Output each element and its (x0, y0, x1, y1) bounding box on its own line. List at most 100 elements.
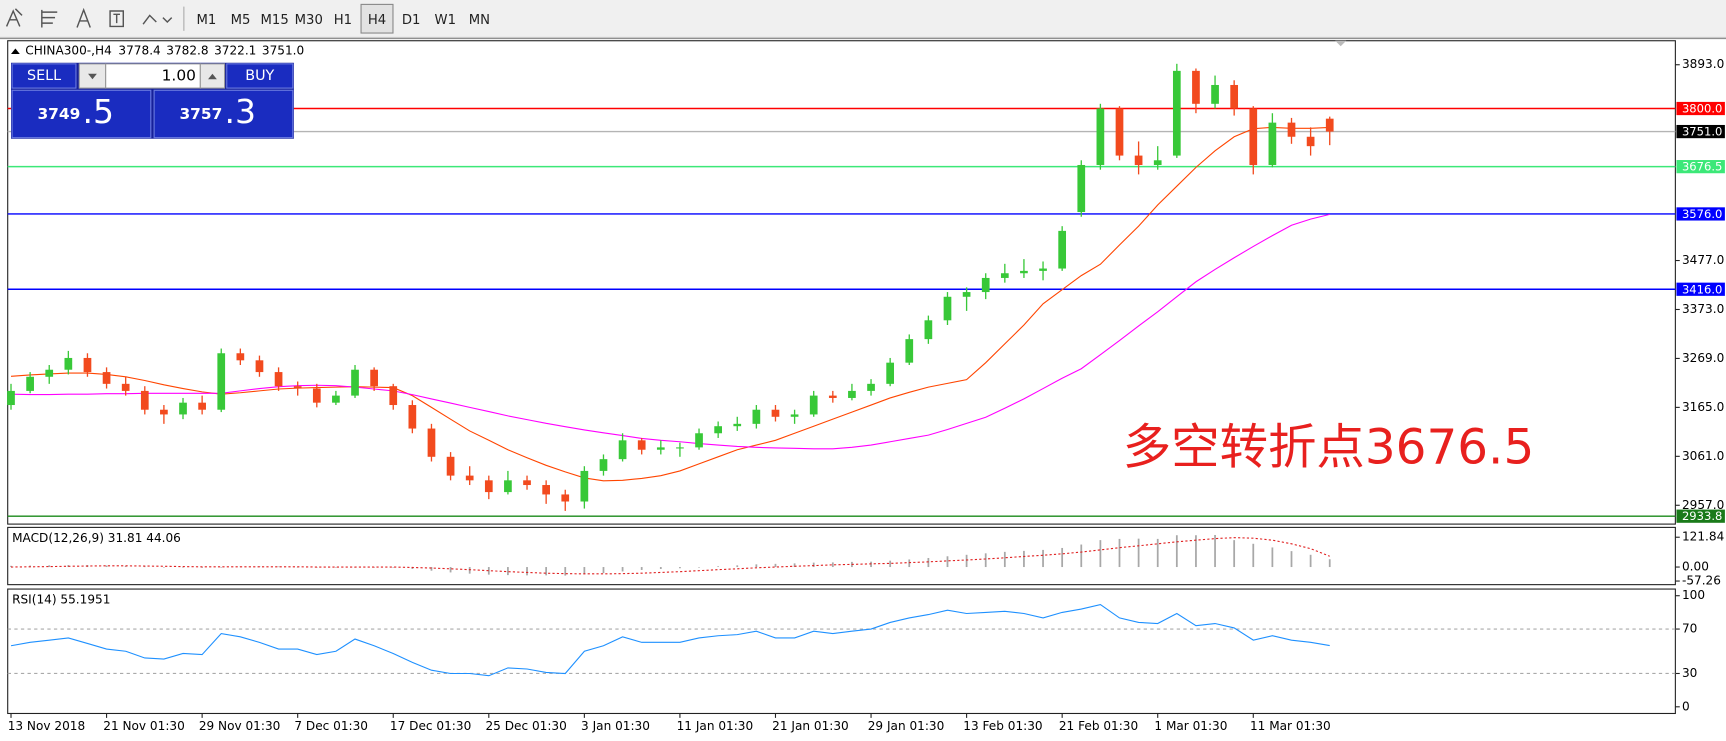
candle-body (1230, 84, 1239, 109)
macd-bar (392, 567, 395, 568)
macd-bar (526, 567, 528, 576)
y-tick-label: 121.84 (1682, 530, 1725, 544)
toolbar-icons (5, 6, 185, 31)
sell-button[interactable] (11, 63, 77, 89)
macd-bar (1271, 547, 1274, 568)
timeframe-button[interactable]: W1 (435, 13, 456, 28)
macd-bar (1328, 559, 1331, 568)
candle-body (1287, 122, 1296, 137)
candle-body (160, 409, 168, 415)
bid-pips[interactable]: .5 (83, 92, 115, 131)
candle-body (102, 372, 111, 384)
candle-body (1192, 70, 1200, 104)
ask-main[interactable]: 3757 (179, 105, 222, 123)
candle-body (198, 402, 206, 410)
macd-bar (1137, 538, 1140, 568)
candle-body (1249, 108, 1258, 165)
candle-body (542, 485, 550, 495)
y-tick-label: 30 (1682, 666, 1697, 680)
candle-body (733, 423, 742, 427)
volume-input[interactable] (105, 63, 201, 89)
sell-label[interactable]: SELL (27, 68, 61, 84)
candle-body (1325, 118, 1334, 132)
bid-box[interactable] (11, 89, 152, 139)
candle-body (561, 494, 570, 502)
ask-box[interactable] (153, 89, 294, 139)
buy-label[interactable]: BUY (245, 68, 274, 84)
icon-fibo[interactable] (41, 9, 58, 28)
price-tag (1676, 124, 1725, 139)
candle-body (1020, 270, 1028, 274)
timeframe-button[interactable]: M15 (261, 13, 289, 28)
icon-arrows[interactable] (142, 14, 173, 25)
macd-bar (946, 556, 949, 568)
timeframe-button[interactable]: MN (469, 13, 490, 28)
bid-main[interactable]: 3749 (37, 105, 80, 123)
price-panel (7, 40, 1676, 525)
macd-bar (1233, 540, 1236, 568)
candle-body (274, 372, 283, 387)
macd-bar (105, 565, 108, 568)
timeframe-button[interactable]: H1 (334, 13, 352, 28)
y-tick-label: 70 (1682, 622, 1697, 636)
macd-bar (774, 563, 777, 568)
up-arrow (208, 73, 217, 80)
candle-body (465, 475, 474, 481)
y-tick-label: -57.26 (1682, 574, 1721, 588)
price-tag-label: 3751.0 (1682, 125, 1722, 139)
candle-body (714, 426, 722, 434)
candle-body (599, 459, 608, 471)
macd-bar (755, 564, 758, 568)
x-tick-label: 13 Feb 01:30 (963, 719, 1042, 733)
macd-bar (698, 567, 700, 568)
y-tick-label: 2957.0 (1682, 498, 1724, 512)
timeframe-button[interactable]: H4 (368, 13, 386, 28)
macd-bar (908, 559, 911, 568)
macd-bar (717, 566, 720, 568)
macd-bar (1118, 538, 1121, 568)
timeframe-bar: M1 M5 M15 M30 H1 H4 D1 W1 MN (196, 3, 490, 34)
timeframe-button[interactable]: D1 (402, 13, 421, 28)
icon-gann[interactable] (5, 8, 23, 27)
macd-bar (220, 567, 223, 568)
macd-bar (659, 567, 662, 569)
macd-bar (430, 567, 433, 571)
candle-body (370, 369, 378, 387)
macd-bar (793, 563, 796, 568)
candle-body (790, 414, 799, 417)
candle-body (656, 447, 665, 450)
x-tick-label: 29 Nov 01:30 (199, 719, 281, 733)
candle-body (408, 405, 417, 429)
active-frame (360, 3, 394, 34)
x-tick-label: 1 Mar 01:30 (1154, 719, 1227, 733)
toolbar (0, 0, 1726, 38)
macd-bar (1156, 538, 1159, 568)
timeframe-button[interactable]: M1 (196, 13, 216, 28)
annotation: 多空转折点3676.5 (1123, 419, 1534, 475)
icon-text[interactable] (76, 7, 91, 28)
timeframe-button[interactable]: M30 (295, 13, 323, 28)
collapse-arrow[interactable] (11, 48, 20, 54)
macd-bar (640, 567, 643, 570)
candle-body (83, 357, 92, 373)
volume-value[interactable]: 1.00 (162, 66, 196, 84)
price-tag (1676, 509, 1725, 523)
macd-bar (1252, 543, 1255, 568)
buy-button[interactable] (226, 63, 294, 89)
y-tick-label: 3893.0 (1682, 57, 1724, 71)
macd-bar (1214, 534, 1216, 568)
candle-body (140, 390, 149, 410)
macd-bar (1023, 550, 1025, 568)
macd-bar (449, 567, 452, 573)
candle-body (1000, 273, 1009, 278)
plot-layer: 3893.0 3477.0 3373.0 3269.0 3165.0 3061.0 2957… (7, 57, 1725, 733)
icon-label[interactable] (109, 10, 125, 28)
candle-body (580, 470, 589, 502)
ask-pips[interactable]: .3 (225, 92, 257, 131)
candle-body (312, 388, 321, 403)
price-tag (1676, 282, 1725, 296)
candle-body (637, 440, 646, 450)
timeframe-button[interactable]: M5 (231, 13, 251, 28)
candle-body (484, 480, 493, 493)
candle-body (332, 395, 340, 403)
